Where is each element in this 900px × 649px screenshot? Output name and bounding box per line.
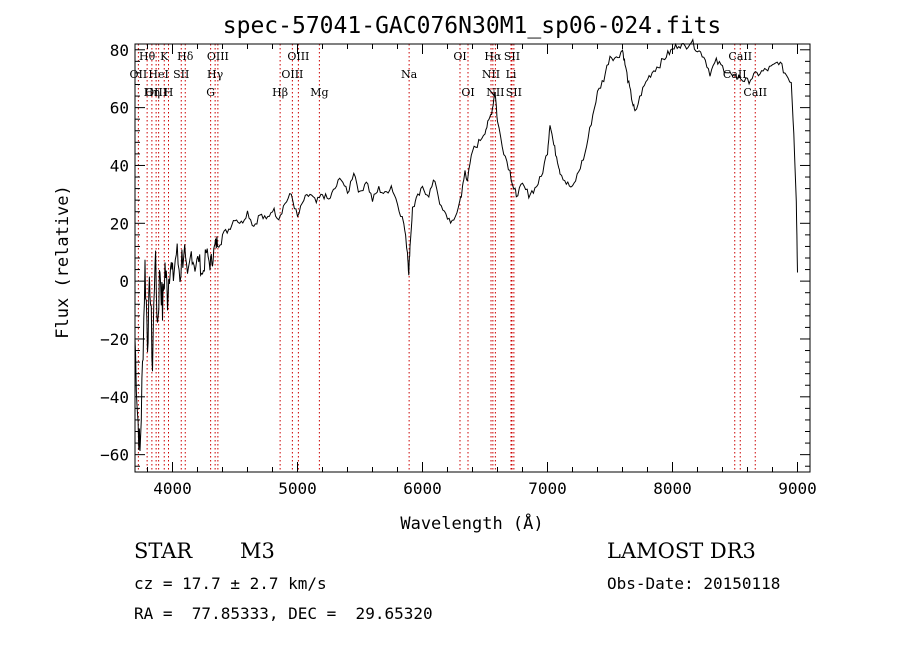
spectral-line-label: SII — [504, 50, 520, 63]
spectral-line-label: OI — [453, 50, 466, 63]
spectral-line-label: Mg — [310, 86, 328, 99]
spectral-line-label: Hβ — [272, 86, 288, 99]
y-axis-label: Flux (relative) — [53, 185, 73, 339]
spectral-line-label: OI — [461, 86, 474, 99]
x-tick-label: 9000 — [778, 479, 817, 498]
axis-ticks: 4000 5000 6000 7000 8000 9000 −60 −40 −20 0 20 40 60… — [100, 41, 817, 498]
y-tick-label: −60 — [100, 446, 129, 465]
spectral-line-label: OII — [130, 68, 148, 81]
spectral-line-label: G — [206, 86, 215, 99]
spectral-line-label: Hη — [144, 86, 160, 99]
y-tick-label: 80 — [110, 41, 129, 60]
spectral-line-label: SII — [173, 68, 189, 81]
chart-title: spec-57041-GAC076N30M1_sp06-024.fits — [223, 13, 722, 39]
redshift-velocity: cz = 17.7 ± 2.7 km/s — [134, 574, 327, 593]
x-axis-label: Wavelength (Å) — [400, 512, 543, 534]
spectral-line-label: K — [160, 50, 169, 63]
spectral-line-label: CaII — [743, 86, 767, 99]
x-tick-label: 6000 — [403, 479, 442, 498]
object-class: STAR — [134, 539, 193, 563]
spectral-line-label: SII — [506, 86, 522, 99]
survey-name: LAMOST DR3 — [607, 539, 756, 563]
spectral-line-label: OIII — [281, 68, 303, 81]
y-tick-label: 0 — [119, 272, 129, 291]
spectral-line-label: OIII — [287, 50, 309, 63]
coordinates: RA = 77.85333, DEC = 29.65320 — [134, 604, 433, 623]
spectral-line-label: NII — [482, 68, 500, 81]
spectrum-chart: spec-57041-GAC076N30M1_sp06-024.fits Hθ O… — [53, 13, 817, 534]
spectral-line-label: HeI — [148, 68, 168, 81]
spectral-line-label: H — [164, 86, 174, 99]
spectral-line-label: Hγ — [207, 68, 224, 81]
spectral-line-label: OIII — [207, 50, 229, 63]
y-tick-label: 60 — [110, 99, 129, 118]
y-tick-label: −20 — [100, 330, 129, 349]
x-tick-label: 7000 — [528, 479, 567, 498]
object-subclass: M3 — [240, 539, 275, 563]
series-layer — [134, 38, 798, 452]
spectral-line-markers — [137, 44, 756, 472]
spectral-line-label: CaII — [723, 68, 747, 81]
spectral-line-label: Hα — [484, 50, 502, 63]
spectral-line-label: OIII — [145, 86, 167, 99]
y-tick-label: 40 — [110, 156, 129, 175]
spectral-line-label: Na — [401, 68, 418, 81]
spectral-line-label: CaII — [728, 50, 752, 63]
plot-frame — [134, 43, 811, 473]
x-tick-label: 5000 — [278, 479, 317, 498]
spectrum-line — [134, 38, 798, 452]
axes — [134, 43, 811, 473]
y-tick-label: −40 — [100, 388, 129, 407]
y-tick-label: 20 — [110, 214, 129, 233]
spectral-line-labels: Hθ OII OIII K HeI Hη H SII Hδ OIII Hγ G Hβ OIII OIII Mg… — [130, 50, 768, 99]
observation-date: Obs-Date: 20150118 — [607, 574, 781, 593]
spectral-line-label: Hδ — [177, 50, 194, 63]
x-tick-label: 8000 — [653, 479, 692, 498]
spectral-line-label: Li — [506, 68, 517, 81]
spectral-line-label: Hθ — [139, 50, 156, 63]
x-tick-label: 4000 — [153, 479, 192, 498]
